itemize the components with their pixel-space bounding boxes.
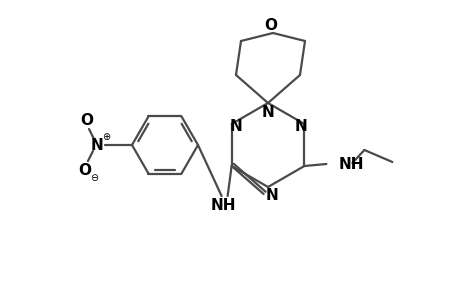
Text: N: N — [261, 104, 274, 119]
Text: ⊖: ⊖ — [90, 173, 98, 183]
Text: N: N — [229, 118, 242, 134]
Text: O: O — [264, 17, 277, 32]
Text: O: O — [78, 163, 91, 178]
Text: NH: NH — [338, 157, 363, 172]
Text: ⊕: ⊕ — [102, 132, 110, 142]
Text: O: O — [80, 112, 93, 128]
Text: N: N — [265, 188, 277, 203]
Text: NH: NH — [210, 199, 236, 214]
Text: N: N — [90, 137, 103, 152]
Text: N: N — [294, 118, 307, 134]
